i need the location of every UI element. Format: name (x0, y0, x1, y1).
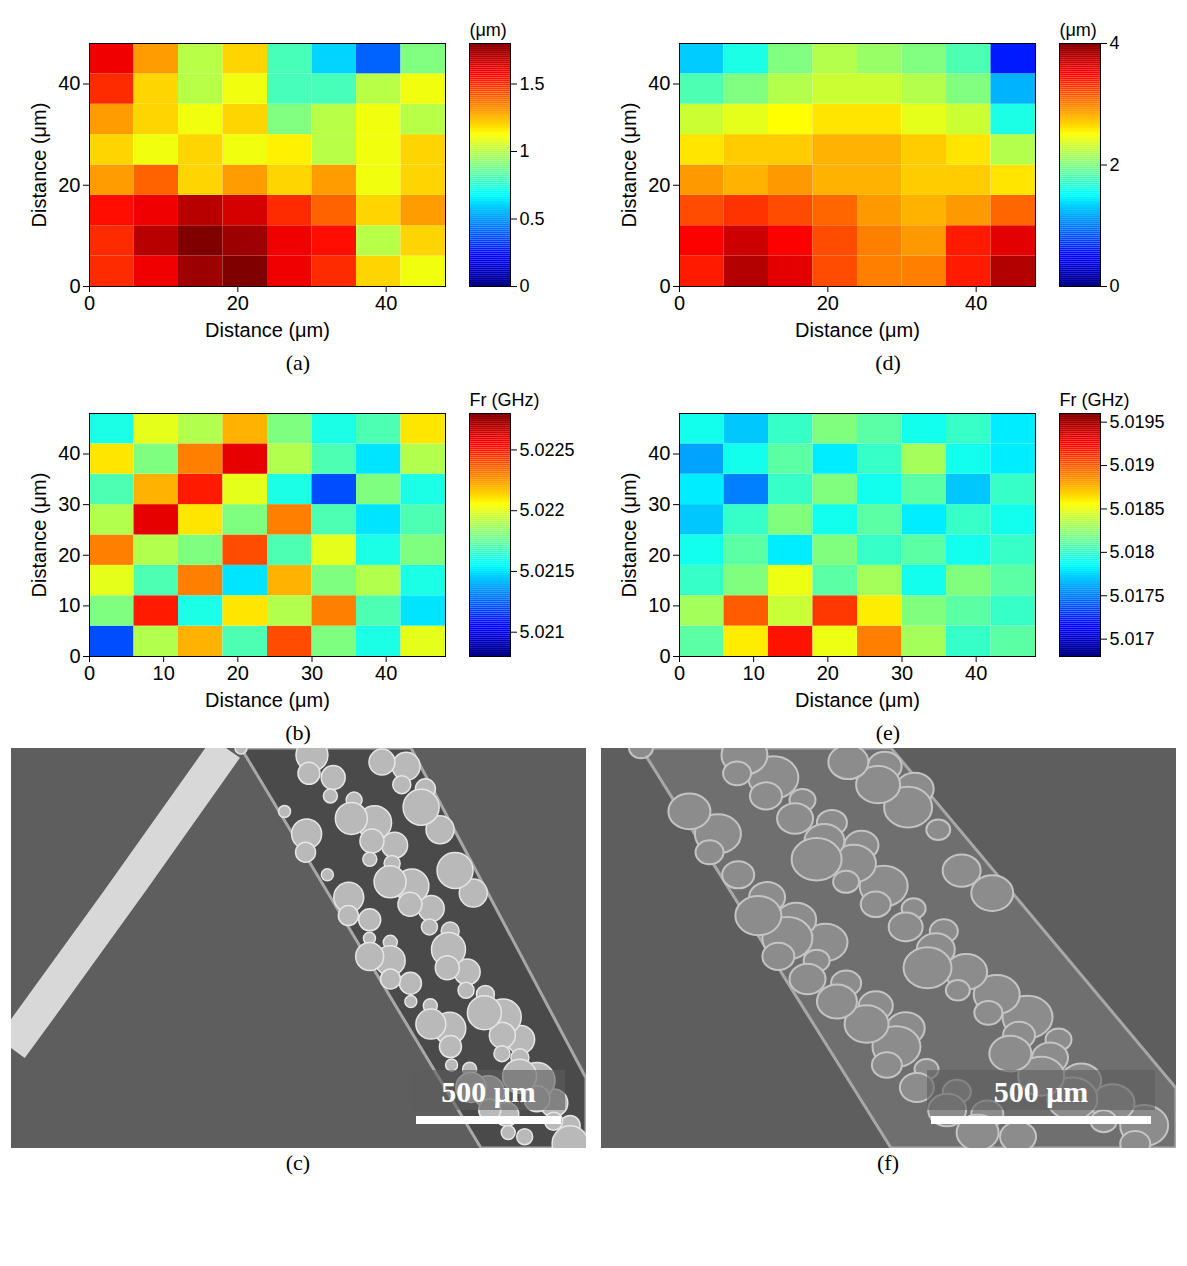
svg-text:Distance (μm): Distance (μm) (617, 473, 639, 598)
svg-text:40: 40 (648, 72, 670, 94)
html-text:(a): (a) (285, 350, 311, 375)
svg-text:5.022: 5.022 (519, 500, 564, 520)
svg-text:0: 0 (83, 292, 94, 314)
svg-text:500 μm: 500 μm (993, 1075, 1088, 1108)
svg-text:(μm): (μm) (469, 20, 506, 40)
svg-text:30: 30 (58, 493, 80, 515)
svg-text:4: 4 (1109, 33, 1119, 53)
svg-text:40: 40 (375, 662, 397, 684)
html-text:(b): (b) (285, 720, 311, 745)
svg-text:1.5: 1.5 (519, 74, 544, 94)
svg-text:40: 40 (648, 442, 670, 464)
svg-text:5.0225: 5.0225 (519, 440, 574, 460)
svg-text:Distance (μm): Distance (μm) (795, 689, 920, 711)
svg-text:20: 20 (648, 544, 670, 566)
svg-text:20: 20 (226, 292, 248, 314)
svg-text:10: 10 (648, 594, 670, 616)
html-text:(f): (f) (877, 1150, 899, 1175)
svg-text:10: 10 (742, 662, 764, 684)
svg-text:20: 20 (816, 292, 838, 314)
svg-text:20: 20 (648, 174, 670, 196)
svg-text:5.0175: 5.0175 (1109, 586, 1164, 606)
svg-text:10: 10 (58, 594, 80, 616)
svg-text:40: 40 (58, 442, 80, 464)
svg-text:Fr (GHz): Fr (GHz) (1059, 390, 1129, 410)
svg-text:0: 0 (83, 662, 94, 684)
svg-text:20: 20 (58, 174, 80, 196)
svg-text:Distance (μm): Distance (μm) (617, 103, 639, 228)
svg-text:5.021: 5.021 (519, 622, 564, 642)
svg-text:0.5: 0.5 (519, 209, 544, 229)
svg-text:0: 0 (69, 645, 80, 667)
svg-text:30: 30 (648, 493, 670, 515)
svg-text:(μm): (μm) (1059, 20, 1096, 40)
svg-text:40: 40 (965, 662, 987, 684)
svg-text:Distance (μm): Distance (μm) (795, 319, 920, 341)
svg-text:5.0215: 5.0215 (519, 561, 574, 581)
svg-text:20: 20 (226, 662, 248, 684)
svg-text:30: 30 (300, 662, 322, 684)
svg-text:5.018: 5.018 (1109, 542, 1154, 562)
svg-text:5.017: 5.017 (1109, 629, 1154, 649)
svg-text:0: 0 (659, 275, 670, 297)
svg-text:1: 1 (519, 141, 529, 161)
svg-text:5.0185: 5.0185 (1109, 499, 1164, 519)
svg-text:40: 40 (965, 292, 987, 314)
svg-text:500 μm: 500 μm (441, 1075, 536, 1108)
svg-text:Distance (μm): Distance (μm) (205, 319, 330, 341)
svg-text:0: 0 (69, 275, 80, 297)
html-text:(e): (e) (875, 720, 901, 745)
svg-text:0: 0 (519, 276, 529, 296)
svg-text:0: 0 (659, 645, 670, 667)
svg-text:5.0195: 5.0195 (1109, 412, 1164, 432)
svg-text:Distance (μm): Distance (μm) (27, 103, 49, 228)
svg-text:20: 20 (816, 662, 838, 684)
svg-text:20: 20 (58, 544, 80, 566)
svg-text:0: 0 (673, 292, 684, 314)
svg-text:0: 0 (673, 662, 684, 684)
svg-text:Fr (GHz): Fr (GHz) (469, 390, 539, 410)
svg-text:30: 30 (890, 662, 912, 684)
html-text:(d): (d) (875, 350, 901, 375)
svg-text:40: 40 (58, 72, 80, 94)
svg-text:Distance (μm): Distance (μm) (27, 473, 49, 598)
svg-text:2: 2 (1109, 155, 1119, 175)
svg-text:5.019: 5.019 (1109, 455, 1154, 475)
svg-text:0: 0 (1109, 276, 1119, 296)
html-text:(c): (c) (285, 1150, 311, 1175)
svg-text:40: 40 (375, 292, 397, 314)
svg-text:10: 10 (152, 662, 174, 684)
svg-text:Distance (μm): Distance (μm) (205, 689, 330, 711)
